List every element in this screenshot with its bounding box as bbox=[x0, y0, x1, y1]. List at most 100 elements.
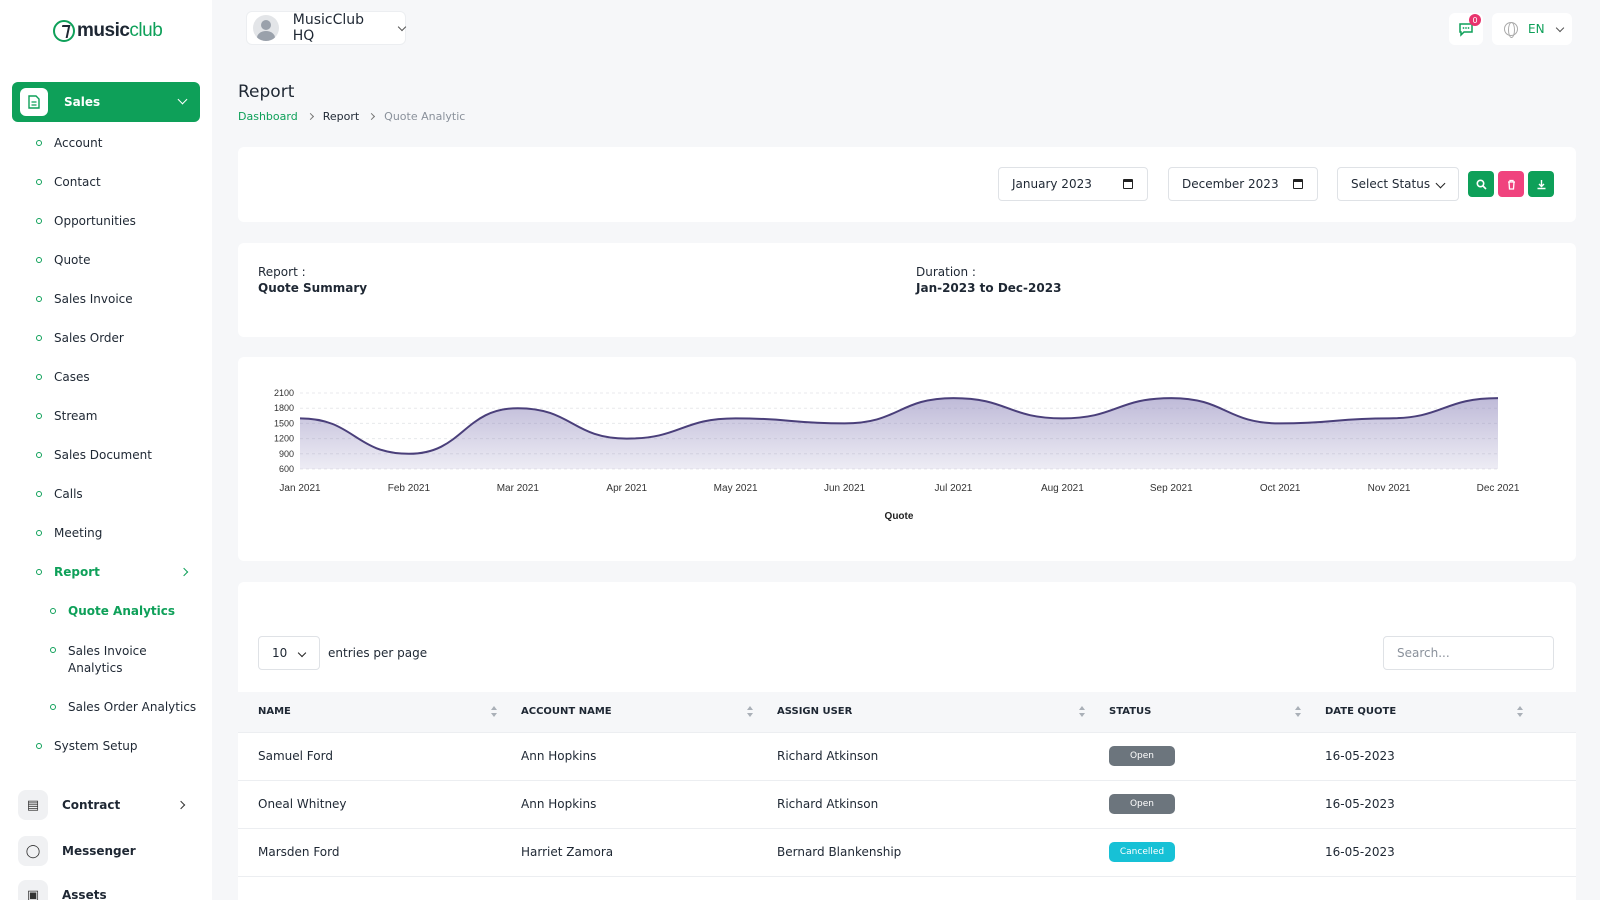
sidebar-item-label: System Setup bbox=[54, 739, 138, 753]
sidebar-item-system-setup[interactable]: System Setup bbox=[36, 739, 138, 753]
sidebar-item-label: Cases bbox=[54, 370, 90, 384]
app-logo[interactable]: musicclub bbox=[53, 20, 163, 42]
sidebar-item-sales-order[interactable]: Sales Order bbox=[36, 331, 124, 345]
column-header-account-name[interactable]: ACCOUNT NAME bbox=[501, 692, 757, 733]
trash-icon bbox=[1507, 179, 1515, 190]
search-input[interactable] bbox=[1383, 636, 1554, 670]
status-select[interactable]: Select Status bbox=[1337, 167, 1459, 201]
sidebar-item-opportunities[interactable]: Opportunities bbox=[36, 214, 136, 228]
logo-mark-icon bbox=[53, 20, 75, 42]
sidebar-item-assets[interactable]: ▣ Assets bbox=[18, 880, 107, 900]
cell-account: Ann Hopkins bbox=[501, 732, 757, 781]
bullet-icon bbox=[36, 179, 42, 185]
search-button[interactable] bbox=[1468, 171, 1494, 197]
sidebar-item-label: Sales Order Analytics bbox=[68, 700, 197, 714]
assets-icon: ▣ bbox=[18, 880, 48, 900]
workspace-name: MusicClub HQ bbox=[292, 12, 365, 44]
topbar: MusicClub HQ 0 EN bbox=[212, 0, 1600, 62]
download-button[interactable] bbox=[1528, 171, 1554, 197]
contract-icon: ▤ bbox=[18, 790, 48, 820]
filter-card: January 2023 December 2023 Select Status bbox=[238, 147, 1576, 222]
cell-account: Ann Hopkins bbox=[501, 780, 757, 829]
table-card: 10 entries per page NAME ACCOUNT NAME AS… bbox=[238, 582, 1576, 900]
table-row[interactable]: Samuel Ford Ann Hopkins Richard Atkinson… bbox=[238, 732, 1576, 781]
sidebar-item-label: Opportunities bbox=[54, 214, 136, 228]
sort-icon[interactable] bbox=[1517, 706, 1523, 718]
calendar-icon[interactable] bbox=[1123, 179, 1133, 189]
sidebar-item-label: Sales Invoice Analytics bbox=[68, 644, 147, 675]
table-row[interactable]: Oneal Whitney Ann Hopkins Richard Atkins… bbox=[238, 780, 1576, 829]
column-header-assign-user[interactable]: ASSIGN USER bbox=[757, 692, 1089, 733]
column-header-date-quote[interactable]: DATE QUOTE bbox=[1305, 692, 1576, 733]
sidebar-item-sales[interactable]: Sales bbox=[12, 82, 200, 122]
breadcrumb-dashboard[interactable]: Dashboard bbox=[238, 110, 298, 123]
sidebar-item-cases[interactable]: Cases bbox=[36, 370, 90, 384]
breadcrumb-current: Quote Analytic bbox=[384, 110, 466, 123]
workspace-selector[interactable]: MusicClub HQ bbox=[246, 11, 407, 45]
sidebar-item-label: Sales Document bbox=[54, 448, 152, 462]
column-header-status[interactable]: STATUS bbox=[1089, 692, 1305, 733]
status-badge: Cancelled bbox=[1109, 842, 1175, 862]
sidebar-item-sales-order-analytics[interactable]: Sales Order Analytics bbox=[50, 700, 196, 714]
cell-user: Richard Atkinson bbox=[757, 780, 1089, 829]
chevron-down-icon bbox=[1555, 23, 1564, 32]
chart-area-fill bbox=[300, 398, 1498, 469]
entries-control: 10 entries per page bbox=[258, 636, 427, 670]
report-label: Report : bbox=[258, 265, 306, 279]
per-page-select[interactable]: 10 bbox=[258, 636, 320, 670]
x-tick-label: Jan 2021 bbox=[279, 483, 321, 494]
logo-text-part2: club bbox=[129, 20, 163, 41]
y-tick-label: 600 bbox=[279, 464, 294, 474]
sidebar-item-contract[interactable]: ▤ Contract bbox=[18, 790, 186, 820]
sort-icon[interactable] bbox=[1295, 706, 1301, 718]
sort-icon[interactable] bbox=[1079, 706, 1085, 718]
x-tick-label: Mar 2021 bbox=[497, 483, 540, 494]
messages-button[interactable]: 0 bbox=[1449, 13, 1483, 45]
sidebar-item-sales-document[interactable]: Sales Document bbox=[36, 448, 152, 462]
sidebar-item-stream[interactable]: Stream bbox=[36, 409, 97, 423]
x-tick-label: Jul 2021 bbox=[935, 483, 973, 494]
sort-icon[interactable] bbox=[747, 706, 753, 718]
sidebar-item-messenger[interactable]: ◯ Messenger bbox=[18, 836, 136, 866]
sidebar-item-account[interactable]: Account bbox=[36, 136, 102, 150]
cell-user: Bernard Blankenship bbox=[757, 828, 1089, 877]
chevron-right-icon bbox=[306, 112, 314, 121]
sidebar-item-calls[interactable]: Calls bbox=[36, 487, 83, 501]
avatar bbox=[253, 15, 279, 41]
sidebar-item-label: Report bbox=[54, 565, 100, 579]
sidebar-sales-label: Sales bbox=[64, 95, 101, 109]
bullet-icon bbox=[36, 530, 42, 536]
end-month-input[interactable]: December 2023 bbox=[1168, 167, 1318, 201]
start-month-input[interactable]: January 2023 bbox=[998, 167, 1148, 201]
sidebar-item-sales-invoice[interactable]: Sales Invoice bbox=[36, 292, 133, 306]
cell-date: 16-05-2023 bbox=[1305, 828, 1576, 877]
x-tick-label: Aug 2021 bbox=[1041, 483, 1084, 494]
sort-icon[interactable] bbox=[491, 706, 497, 718]
sidebar-item-contact[interactable]: Contact bbox=[36, 175, 101, 189]
x-tick-label: Feb 2021 bbox=[388, 483, 431, 494]
per-page-value: 10 bbox=[272, 646, 288, 660]
table-row[interactable]: Marsden Ford Harriet Zamora Bernard Blan… bbox=[238, 828, 1576, 877]
language-selector[interactable]: EN bbox=[1492, 13, 1572, 45]
chevron-down-icon bbox=[177, 94, 188, 105]
clear-filter-button[interactable] bbox=[1498, 171, 1524, 197]
cell-name: Samuel Ford bbox=[238, 732, 501, 781]
sidebar-item-report[interactable]: Report bbox=[36, 565, 189, 579]
chart-series-line bbox=[299, 397, 1499, 455]
sidebar-item-quote-analytics[interactable]: Quote Analytics bbox=[50, 604, 175, 618]
calendar-icon[interactable] bbox=[1293, 179, 1303, 189]
x-axis-label: Quote bbox=[885, 511, 914, 522]
sidebar-item-sales-invoice-analytics[interactable]: Sales Invoice Analytics bbox=[50, 643, 147, 677]
bullet-icon bbox=[36, 452, 42, 458]
sidebar-item-quote[interactable]: Quote bbox=[36, 253, 90, 267]
chevron-down-icon bbox=[297, 648, 307, 658]
breadcrumb-report[interactable]: Report bbox=[322, 110, 360, 123]
cell-account: Harriet Zamora bbox=[501, 828, 757, 877]
column-header-name[interactable]: NAME bbox=[238, 692, 501, 733]
end-month-value: December 2023 bbox=[1182, 177, 1279, 191]
bullet-icon bbox=[50, 647, 56, 653]
y-tick-label: 2100 bbox=[274, 388, 294, 398]
sidebar-item-label: Quote Analytics bbox=[68, 604, 176, 618]
sidebar-item-meeting[interactable]: Meeting bbox=[36, 526, 102, 540]
sidebar-item-label: Assets bbox=[62, 888, 107, 900]
